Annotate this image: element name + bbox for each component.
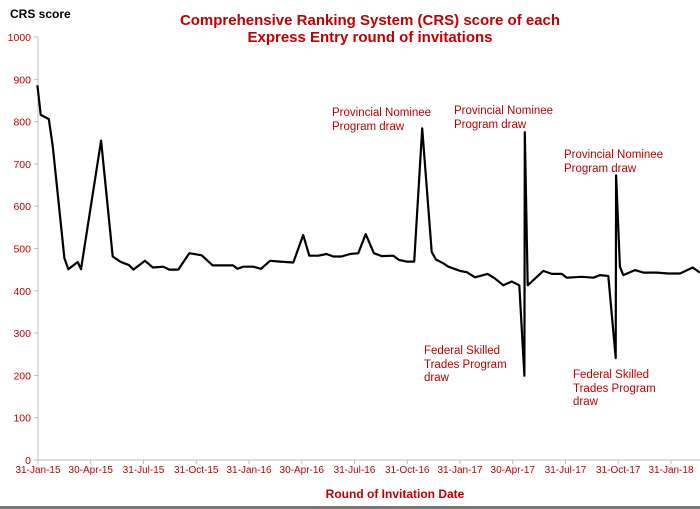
annotation-line: Provincial Nominee (454, 105, 554, 117)
bottom-border (0, 506, 700, 509)
annotation: Federal Skilled Trades Program draw (573, 369, 656, 410)
annotation-line: Provincial Nominee (332, 107, 432, 119)
x-tick-label: 30-Apr-15 (69, 465, 114, 476)
y-tick-label: 1000 (8, 32, 32, 44)
x-tick-label: 30-Apr-17 (491, 465, 536, 476)
annotation-line: Provincial Nominee (564, 149, 664, 161)
y-tick-label: 100 (13, 413, 31, 425)
annotation: Provincial Nominee Program draw (454, 105, 553, 132)
chart-title-line-1: Comprehensive Ranking System (CRS) score… (179, 12, 561, 29)
y-tick-label: 200 (13, 370, 31, 382)
annotation-line: draw (573, 396, 598, 408)
annotation: Federal Skilled Trades Program draw (424, 345, 507, 386)
chart-title: Comprehensive Ranking System (CRS) score… (140, 12, 600, 46)
x-tick-label: 31-Jan-15 (15, 465, 60, 476)
x-tick-label: 31-Jan-17 (437, 465, 482, 476)
crs-score-line (36, 85, 700, 377)
chart-title-line-2: Express Entry round of invitations (247, 29, 493, 46)
y-tick-label: 500 (13, 244, 31, 256)
x-tick-label: 31-Jul-16 (334, 465, 376, 476)
x-tick-label: 31-Oct-16 (385, 465, 430, 476)
x-tick-label: 31-Oct-15 (174, 465, 219, 476)
x-tick-label: 31-Oct-17 (596, 465, 641, 476)
annotation-line: Program draw (454, 118, 527, 131)
annotation-line: Trades Program (573, 382, 656, 395)
y-tick-label: 800 (13, 117, 31, 129)
x-tick-label: 31-Jan-16 (226, 465, 271, 476)
x-axis-title: Round of Invitation Date (325, 487, 465, 501)
y-tick-label: 0 (25, 455, 31, 467)
annotation-line: Federal Skilled (573, 369, 650, 381)
y-tick-label: 900 (13, 74, 31, 86)
annotation-line: Program draw (332, 120, 405, 133)
x-tick-label: 31-Jan-18 (648, 465, 693, 476)
annotation-line: Program draw (564, 162, 637, 175)
x-tick-label: 30-Apr-16 (280, 465, 325, 476)
y-tick-label: 300 (13, 328, 31, 340)
y-tick-label: 400 (13, 286, 31, 298)
y-axis-title: CRS score (10, 7, 71, 21)
annotation: Provincial Nominee Program draw (332, 107, 431, 134)
x-tick-label: 31-Jul-15 (123, 465, 165, 476)
annotation-line: Trades Program (424, 358, 507, 371)
x-tick-label: 31-Jul-17 (545, 465, 587, 476)
y-tick-label: 600 (13, 201, 31, 213)
annotation-line: draw (424, 372, 449, 384)
annotation-line: Federal Skilled (424, 345, 501, 357)
y-tick-label: 700 (13, 159, 31, 171)
annotation: Provincial Nominee Program draw (564, 149, 663, 176)
